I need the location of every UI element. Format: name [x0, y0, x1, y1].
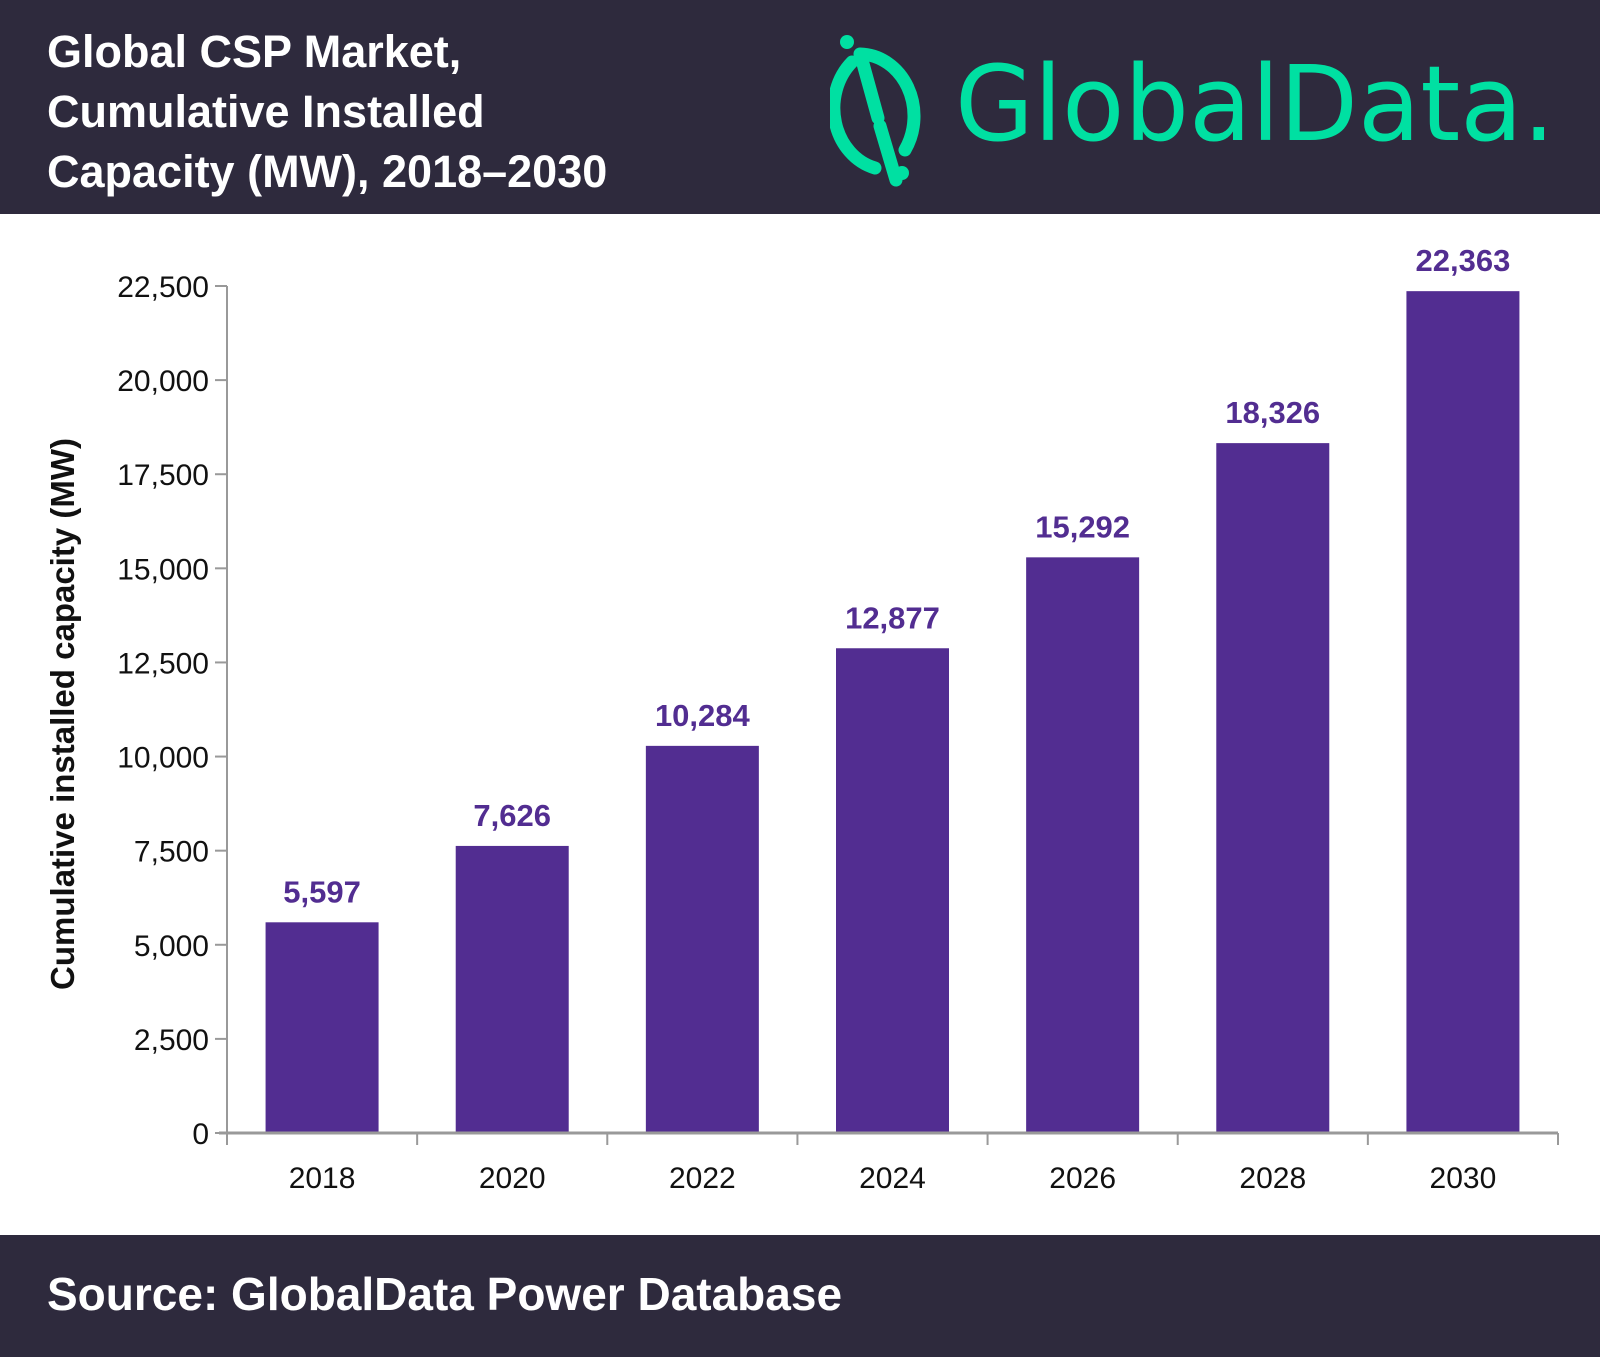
data-label-2026: 15,292 [1035, 509, 1130, 544]
y-tick-label: 0 [192, 1118, 209, 1151]
bar-2018 [265, 922, 379, 1133]
bar-2026 [1026, 557, 1140, 1133]
chart-title: Global CSP Market, Cumulative Installed … [47, 22, 767, 202]
data-label-2024: 12,877 [845, 600, 940, 635]
globaldata-logo: GlobalData. [830, 35, 1555, 187]
data-label-2018: 5,597 [283, 874, 361, 909]
data-label-2028: 18,326 [1225, 395, 1320, 430]
bar-2030 [1406, 291, 1520, 1133]
y-tick-label: 15,000 [117, 553, 209, 586]
x-axis: 2018 2020 2022 2024 2026 2028 2030 [219, 1131, 1559, 1195]
logo-text: GlobalData. [955, 43, 1555, 165]
data-label-2020: 7,626 [473, 798, 551, 833]
bar-2020 [455, 845, 569, 1133]
y-axis-label: Cumulative installed capacity (MW) [44, 438, 81, 990]
title-line: Capacity (MW), 2018–2030 [47, 146, 608, 197]
x-tick-label: 2022 [669, 1162, 736, 1195]
bar-2028 [1216, 443, 1330, 1133]
title-line: Cumulative Installed [47, 86, 485, 137]
source-note: Source: GlobalData Power Database [47, 1268, 843, 1320]
x-tick-label: 2020 [479, 1162, 546, 1195]
footer: Source: GlobalData Power Database [0, 1235, 1600, 1357]
x-tick-label: 2026 [1049, 1162, 1116, 1195]
y-tick-label: 20,000 [117, 365, 209, 398]
y-tick-label: 12,500 [117, 647, 209, 680]
y-tick-label: 22,500 [117, 271, 209, 304]
header: Global CSP Market, Cumulative Installed … [0, 0, 1600, 214]
title-line: Global CSP Market, [47, 26, 462, 77]
bar-2024 [836, 648, 949, 1133]
data-label-2022: 10,284 [655, 698, 751, 733]
y-tick-label: 17,500 [117, 459, 209, 492]
data-label-2030: 22,363 [1416, 243, 1511, 278]
y-tick-label: 5,000 [134, 930, 209, 963]
y-tick-label: 7,500 [134, 836, 209, 869]
y-tick-label: 10,000 [117, 742, 209, 775]
x-tick-label: 2028 [1239, 1162, 1306, 1195]
bars: 5,597 7,626 10,284 12,877 15,292 18,326 22,363 [265, 243, 1520, 1133]
bar-2022 [645, 745, 759, 1133]
x-tick-label: 2018 [289, 1162, 356, 1195]
y-axis: 0 2,500 5,000 7,500 10,000 12,500 15,000 17,500… [117, 271, 228, 1151]
x-tick-label: 2030 [1430, 1162, 1497, 1195]
x-tick-label: 2024 [859, 1162, 926, 1195]
bar-chart: 0 2,500 5,000 7,500 10,000 12,500 15,000 17,500… [44, 243, 1559, 1195]
y-tick-label: 2,500 [134, 1024, 209, 1057]
